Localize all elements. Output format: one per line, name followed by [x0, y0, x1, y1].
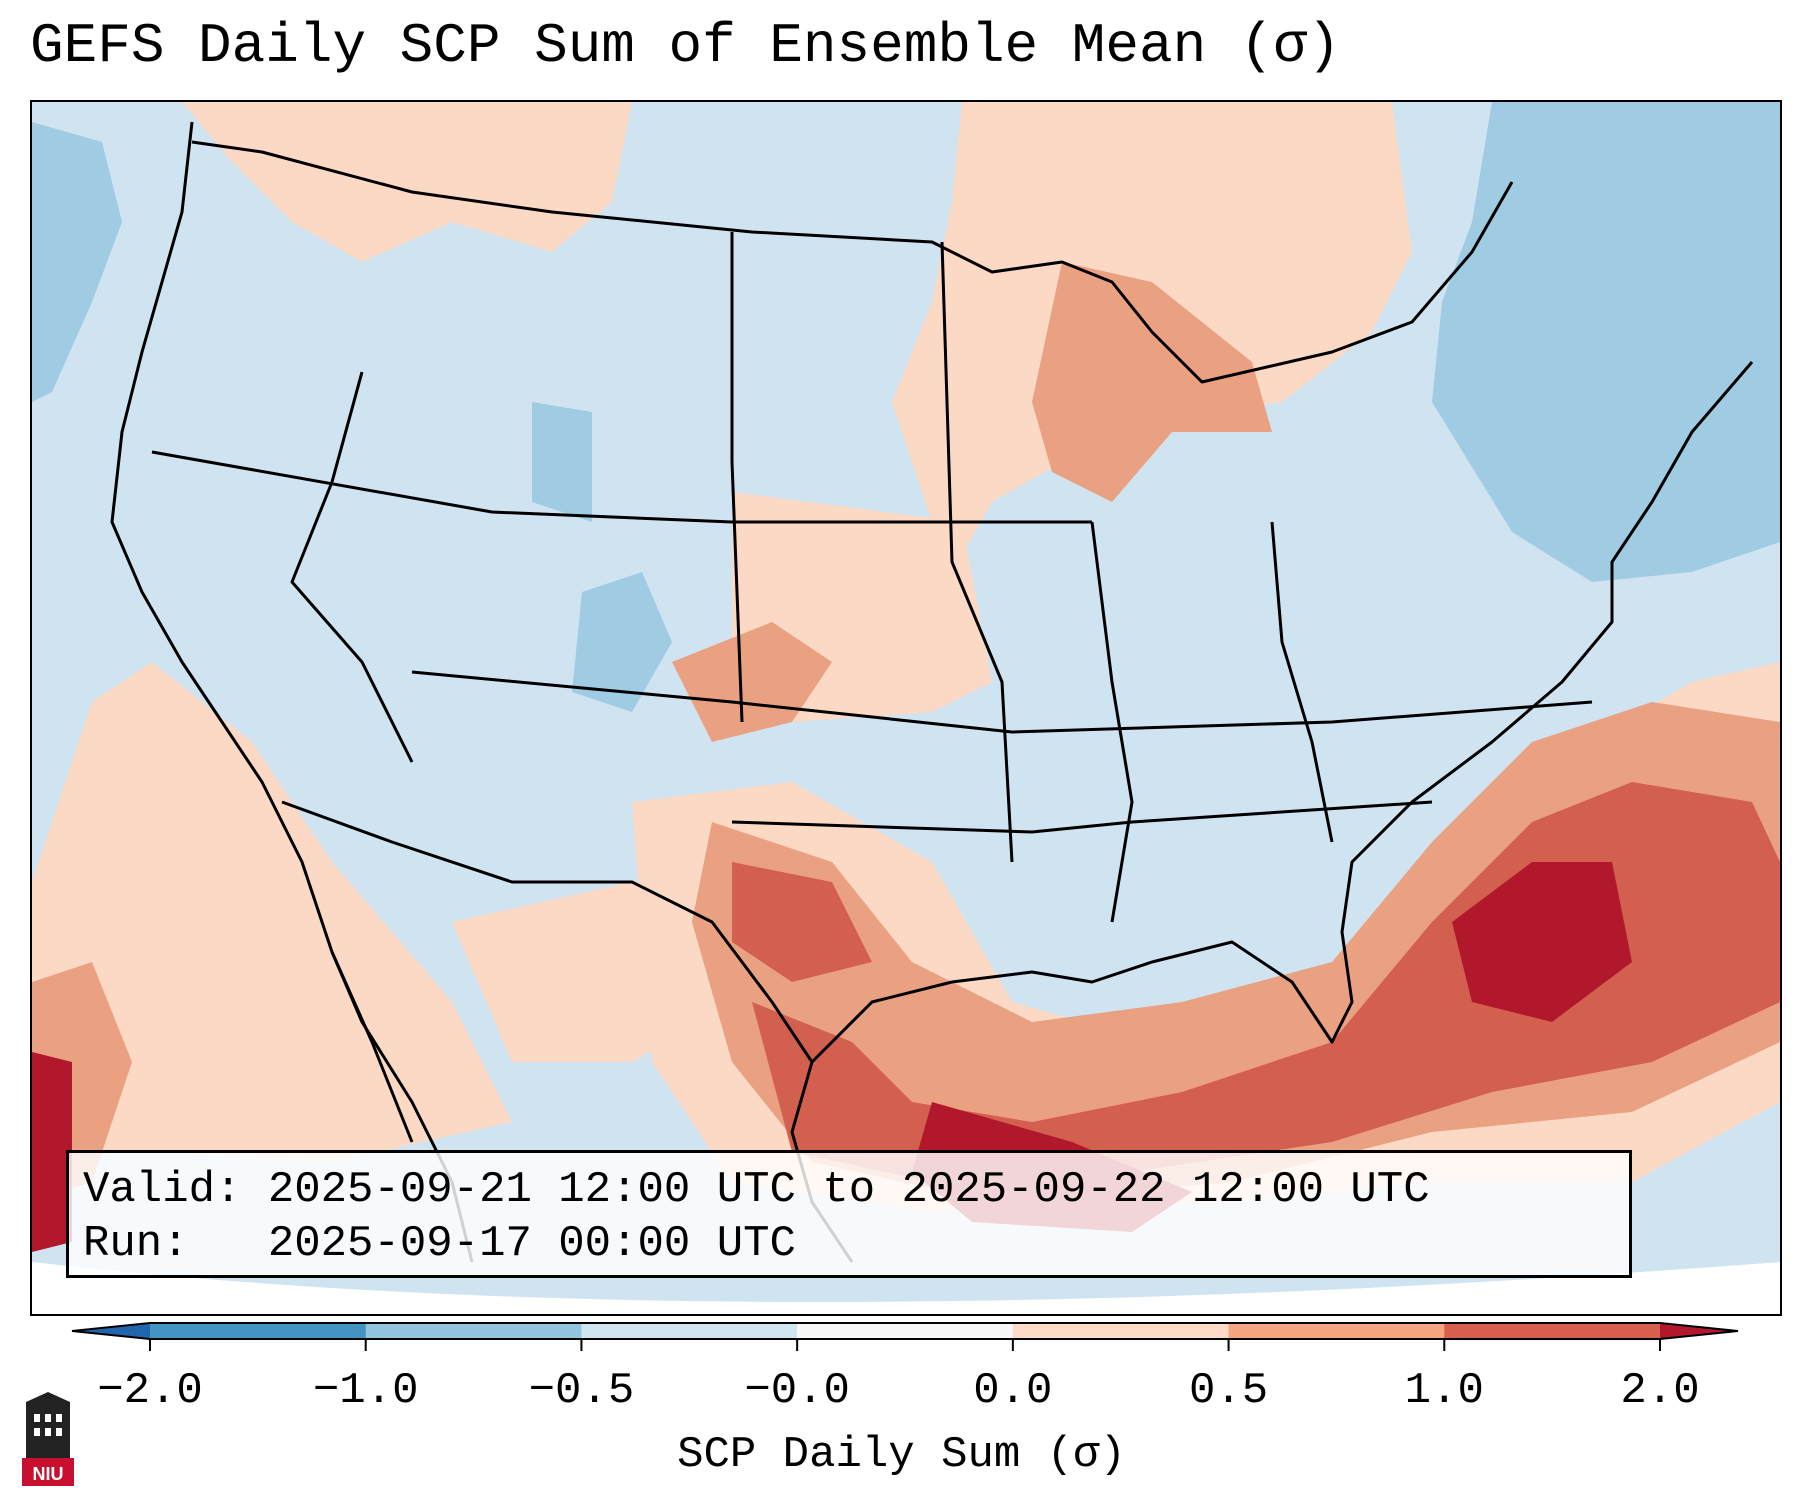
map-canvas — [32, 102, 1780, 1314]
colorbar-bin — [365, 1323, 582, 1339]
colorbar-bin — [797, 1323, 1014, 1339]
state-line-horizontal-north — [151, 450, 1092, 524]
colorbar-bin — [1444, 1323, 1661, 1339]
valid-time-line: Valid: 2025-09-21 12:00 UTC to 2025-09-2… — [83, 1165, 1430, 1215]
colorbar-extend-low — [72, 1323, 150, 1339]
state-line-horizontal-mid — [411, 670, 1593, 734]
run-time-line: Run: 2025-09-17 00:00 UTC — [83, 1219, 796, 1269]
map-outlines — [110, 121, 1754, 1263]
negative-patch-colorado — [572, 572, 672, 712]
positive-strong-texas — [732, 862, 872, 982]
colorbar-extend-high — [1660, 1323, 1738, 1339]
state-line-east — [1270, 521, 1334, 843]
positive-light-mexico-west — [32, 662, 512, 1162]
colorbar-outline — [71, 1322, 1739, 1340]
colorbar-bin — [1012, 1323, 1230, 1339]
us-canada-border — [191, 140, 1514, 384]
positive-moderate-great-lakes — [1032, 262, 1272, 502]
positive-light-northwest — [182, 102, 632, 262]
positive-moderate-kansas — [672, 622, 832, 742]
colorbar-tick-label: −0.0 — [744, 1366, 850, 1416]
state-line-rockies — [290, 371, 414, 763]
niu-logo: NIU — [22, 1392, 74, 1486]
positive-extreme-atlantic — [1452, 862, 1632, 1022]
colorbar-bin — [150, 1323, 367, 1339]
colorbar-tick-label: 0.5 — [1188, 1366, 1269, 1416]
colorbar-label: SCP Daily Sum (σ) — [677, 1430, 1126, 1480]
us-mexico-border — [281, 800, 814, 1063]
gulf-coast — [810, 361, 1754, 1064]
negative-patch-nw — [32, 122, 122, 402]
positive-extreme-mexico-west — [32, 1052, 72, 1252]
negative-patch-wyoming — [532, 402, 592, 522]
state-line-divide — [730, 232, 744, 723]
state-line-horizontal-south — [731, 800, 1433, 834]
chart-title: GEFS Daily SCP Sum of Ensemble Mean (σ) — [30, 14, 1341, 78]
coastline-west — [110, 121, 414, 1143]
map-panel[interactable] — [30, 100, 1782, 1316]
domain-edge — [32, 1262, 1780, 1314]
colorbar-tick-label: −0.5 — [528, 1366, 635, 1416]
valid-run-info-box: Valid: 2025-09-21 12:00 UTC to 2025-09-2… — [66, 1150, 1632, 1278]
colorbar-tick-label: 1.0 — [1404, 1366, 1484, 1416]
colorbar-bin — [1228, 1323, 1445, 1339]
state-line-mississippi — [1090, 521, 1134, 923]
logo-text: NIU — [33, 1464, 64, 1484]
state-line-plains — [940, 241, 1014, 863]
negative-patch-northeast — [1432, 102, 1780, 582]
colorbar-tick-label: 0.0 — [973, 1366, 1053, 1416]
colorbar-bin — [581, 1323, 798, 1339]
colorbar-tick-label: −2.0 — [97, 1366, 203, 1416]
colorbar-tick-label: 2.0 — [1620, 1366, 1700, 1416]
colorbar-tick-label: −1.0 — [312, 1366, 419, 1416]
